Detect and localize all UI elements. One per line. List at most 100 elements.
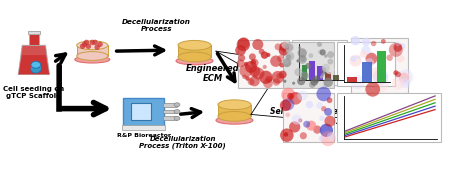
Circle shape bbox=[393, 43, 402, 52]
Circle shape bbox=[397, 55, 404, 63]
Ellipse shape bbox=[218, 100, 251, 110]
Circle shape bbox=[94, 45, 100, 50]
FancyBboxPatch shape bbox=[337, 93, 441, 142]
Circle shape bbox=[82, 42, 87, 47]
Circle shape bbox=[317, 42, 322, 47]
FancyBboxPatch shape bbox=[292, 40, 347, 85]
Circle shape bbox=[305, 63, 311, 69]
Circle shape bbox=[370, 67, 382, 78]
Circle shape bbox=[249, 66, 260, 77]
Circle shape bbox=[90, 40, 95, 45]
Text: Cell seeding on
gTCP Scaffold: Cell seeding on gTCP Scaffold bbox=[3, 86, 64, 99]
Circle shape bbox=[373, 69, 388, 85]
Circle shape bbox=[327, 97, 332, 103]
Circle shape bbox=[324, 116, 336, 127]
Bar bbox=[362, 62, 372, 82]
Circle shape bbox=[324, 108, 332, 116]
Circle shape bbox=[263, 65, 267, 69]
Circle shape bbox=[253, 68, 264, 80]
Circle shape bbox=[361, 45, 371, 55]
Bar bbox=[301, 65, 308, 80]
Circle shape bbox=[302, 58, 305, 61]
Circle shape bbox=[326, 65, 335, 74]
Bar bbox=[164, 110, 177, 114]
Circle shape bbox=[298, 55, 307, 64]
Circle shape bbox=[323, 83, 328, 88]
Circle shape bbox=[266, 53, 271, 57]
Circle shape bbox=[399, 72, 411, 84]
Circle shape bbox=[237, 38, 250, 51]
Polygon shape bbox=[18, 55, 49, 74]
Circle shape bbox=[374, 79, 388, 92]
Circle shape bbox=[319, 115, 325, 121]
Circle shape bbox=[244, 62, 248, 66]
Circle shape bbox=[298, 46, 301, 49]
Circle shape bbox=[356, 55, 361, 59]
FancyBboxPatch shape bbox=[351, 38, 408, 93]
Circle shape bbox=[239, 64, 253, 77]
Circle shape bbox=[375, 77, 383, 85]
Circle shape bbox=[283, 58, 292, 67]
Circle shape bbox=[300, 55, 306, 62]
Polygon shape bbox=[218, 105, 251, 116]
Circle shape bbox=[97, 42, 103, 47]
Ellipse shape bbox=[75, 56, 110, 63]
Circle shape bbox=[80, 44, 85, 49]
Circle shape bbox=[360, 51, 367, 58]
Circle shape bbox=[282, 41, 289, 49]
Circle shape bbox=[292, 114, 302, 125]
Circle shape bbox=[259, 71, 273, 84]
Circle shape bbox=[350, 56, 356, 62]
Circle shape bbox=[365, 53, 377, 65]
Ellipse shape bbox=[174, 116, 180, 120]
Circle shape bbox=[279, 71, 287, 79]
Circle shape bbox=[398, 69, 413, 85]
Circle shape bbox=[393, 70, 398, 75]
Ellipse shape bbox=[77, 52, 108, 60]
Ellipse shape bbox=[178, 52, 211, 62]
Circle shape bbox=[286, 49, 290, 53]
Circle shape bbox=[270, 56, 282, 67]
Circle shape bbox=[261, 51, 268, 59]
Circle shape bbox=[92, 40, 98, 45]
Circle shape bbox=[320, 75, 323, 79]
Text: Decellularization
Process: Decellularization Process bbox=[122, 19, 191, 32]
Circle shape bbox=[395, 71, 401, 77]
Bar bbox=[333, 75, 338, 80]
Circle shape bbox=[276, 73, 282, 79]
Circle shape bbox=[298, 48, 307, 58]
Circle shape bbox=[298, 118, 302, 122]
Polygon shape bbox=[18, 45, 49, 74]
Circle shape bbox=[321, 73, 325, 76]
Circle shape bbox=[316, 102, 323, 109]
Circle shape bbox=[321, 68, 328, 74]
Circle shape bbox=[277, 55, 284, 62]
Circle shape bbox=[274, 43, 282, 50]
Circle shape bbox=[294, 68, 302, 76]
Polygon shape bbox=[28, 31, 40, 34]
Circle shape bbox=[297, 90, 308, 101]
Polygon shape bbox=[29, 34, 39, 45]
Circle shape bbox=[319, 136, 324, 141]
Circle shape bbox=[401, 78, 410, 88]
Circle shape bbox=[286, 54, 291, 59]
Circle shape bbox=[392, 77, 404, 89]
Circle shape bbox=[351, 36, 360, 45]
FancyBboxPatch shape bbox=[238, 40, 290, 88]
Circle shape bbox=[327, 51, 334, 58]
Circle shape bbox=[292, 82, 295, 85]
FancyBboxPatch shape bbox=[283, 93, 334, 142]
Bar bbox=[347, 77, 357, 82]
Circle shape bbox=[238, 54, 245, 62]
Ellipse shape bbox=[31, 66, 41, 73]
Circle shape bbox=[235, 45, 246, 56]
Polygon shape bbox=[178, 45, 211, 57]
Circle shape bbox=[296, 59, 300, 62]
Circle shape bbox=[386, 54, 393, 61]
Circle shape bbox=[285, 43, 293, 52]
Circle shape bbox=[289, 92, 302, 105]
Circle shape bbox=[322, 64, 330, 72]
Circle shape bbox=[237, 59, 245, 67]
Circle shape bbox=[283, 80, 286, 83]
Ellipse shape bbox=[174, 103, 180, 107]
